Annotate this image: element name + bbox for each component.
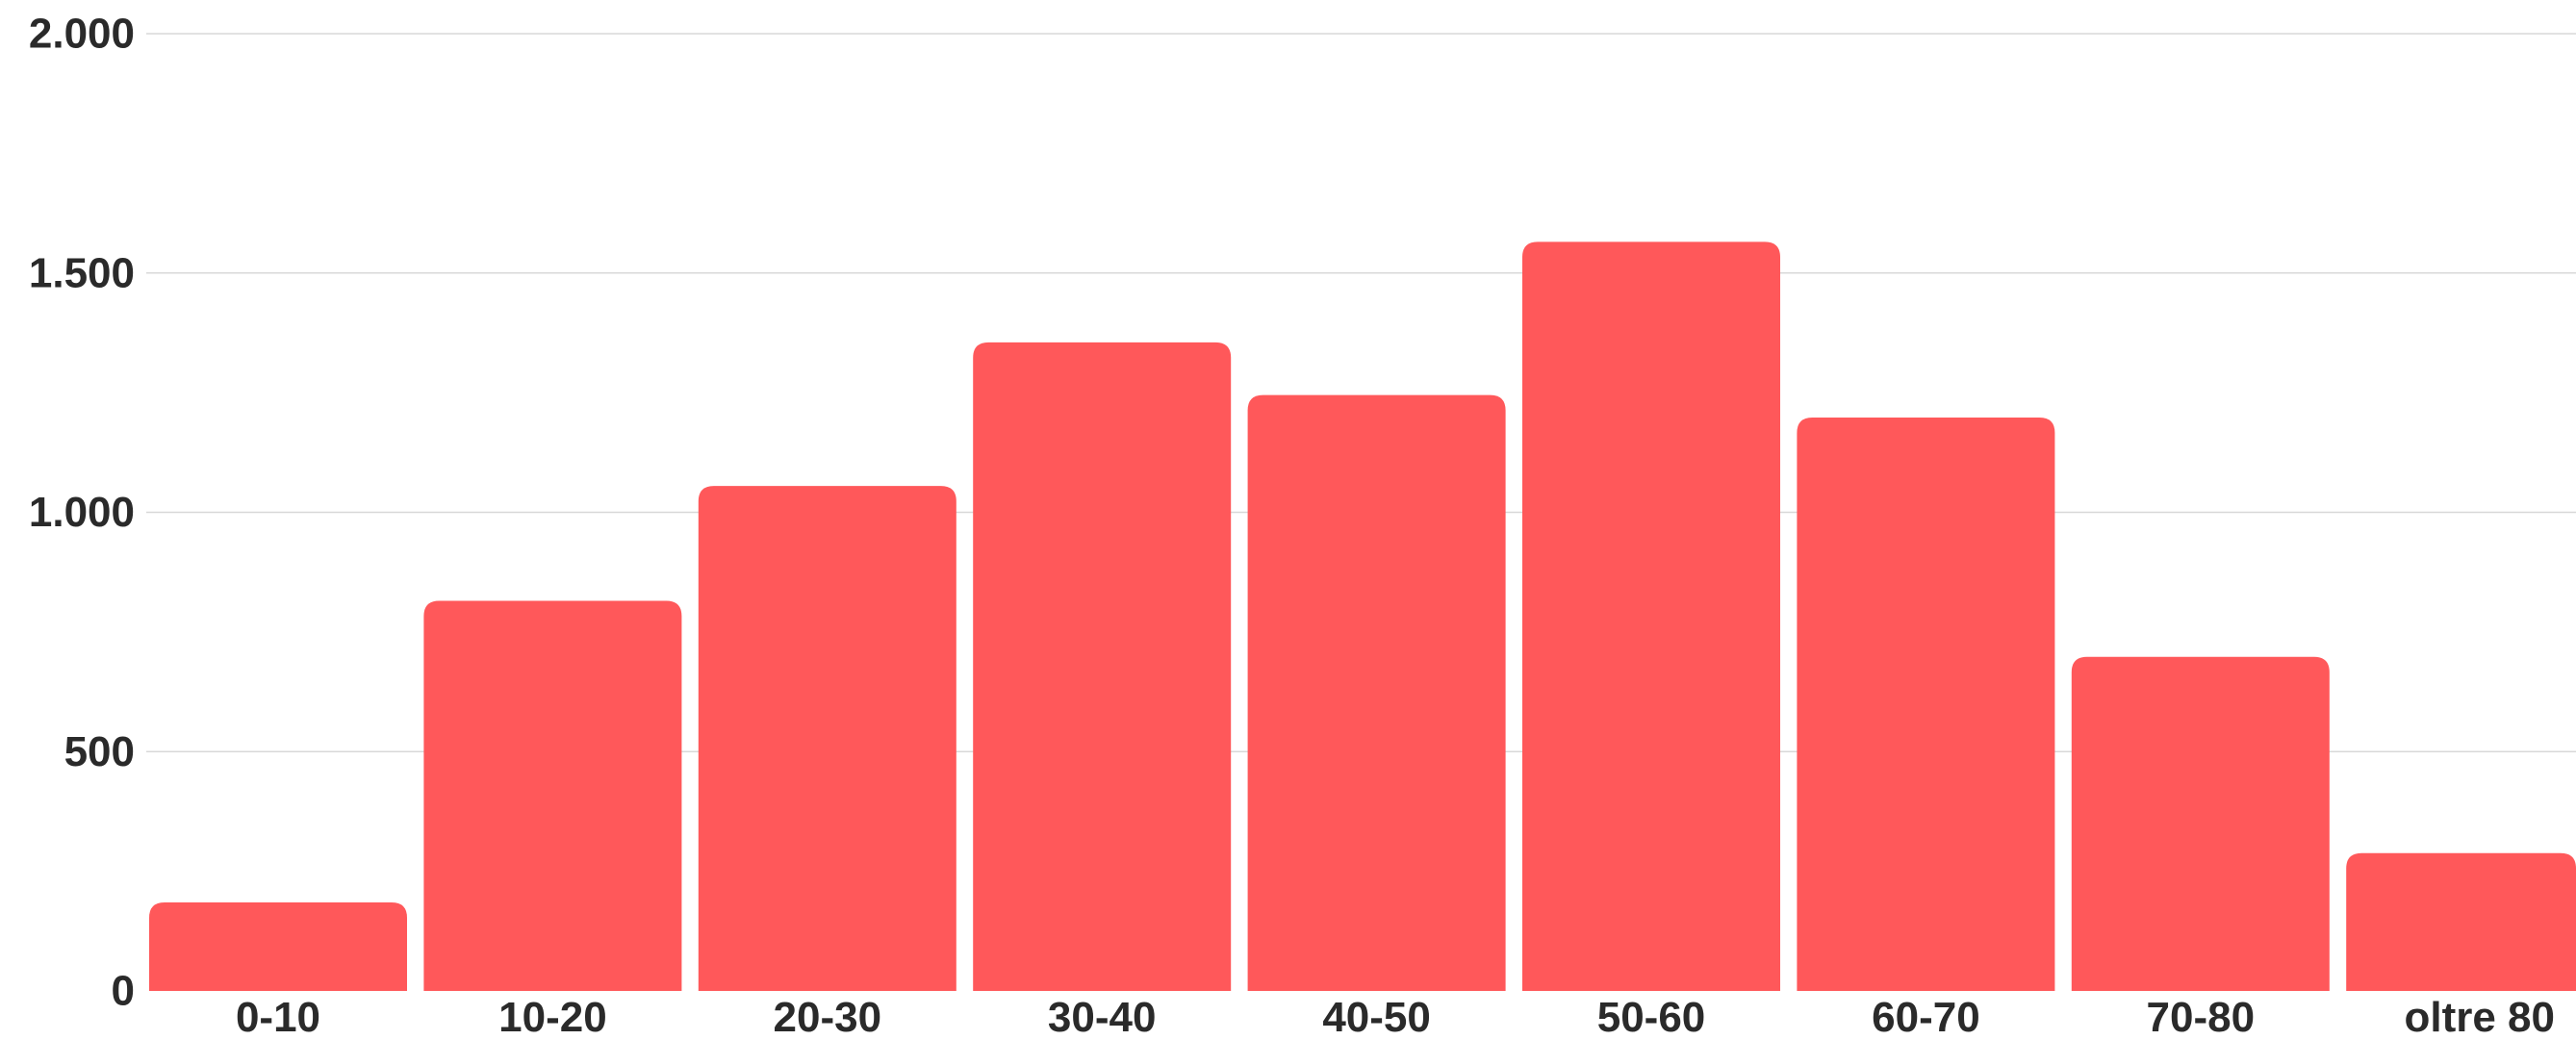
x-category-label: oltre 80: [2404, 994, 2555, 1040]
bar-20-30: [698, 486, 956, 991]
x-category-label: 40-50: [1322, 994, 1431, 1040]
y-tick-label: 0: [112, 968, 135, 1015]
y-tick-label: 500: [64, 728, 135, 775]
x-category-label: 30-40: [1048, 994, 1157, 1040]
bar-0-10: [149, 901, 407, 991]
bar-70-80: [2071, 656, 2330, 991]
bar-10-20: [423, 600, 682, 991]
y-tick-label: 2.000: [29, 11, 135, 58]
x-category-label: 0-10: [236, 994, 320, 1040]
bar-40-50: [1247, 394, 1506, 991]
x-category-label: 10-20: [498, 994, 607, 1040]
y-tick-label: 1.000: [29, 489, 135, 536]
bar-50-60: [1522, 241, 1780, 992]
x-axis-category-labels: 0-10 10-20 20-30 30-40 40-50 50-60 60-70 70-80 o…: [236, 994, 2555, 1040]
bars: [149, 241, 2576, 992]
y-axis-tick-labels: 0 500 1.000 1.500 2.000: [29, 11, 135, 1015]
x-category-label: 20-30: [774, 994, 882, 1040]
x-category-label: 60-70: [1872, 994, 1980, 1040]
x-category-label: 50-60: [1597, 994, 1706, 1040]
bar-60-70: [1797, 417, 2055, 991]
bar-30-40: [973, 342, 1232, 991]
bar-oltre-80: [2346, 852, 2576, 991]
x-category-label: 70-80: [2147, 994, 2256, 1040]
y-tick-label: 1.500: [29, 249, 135, 296]
